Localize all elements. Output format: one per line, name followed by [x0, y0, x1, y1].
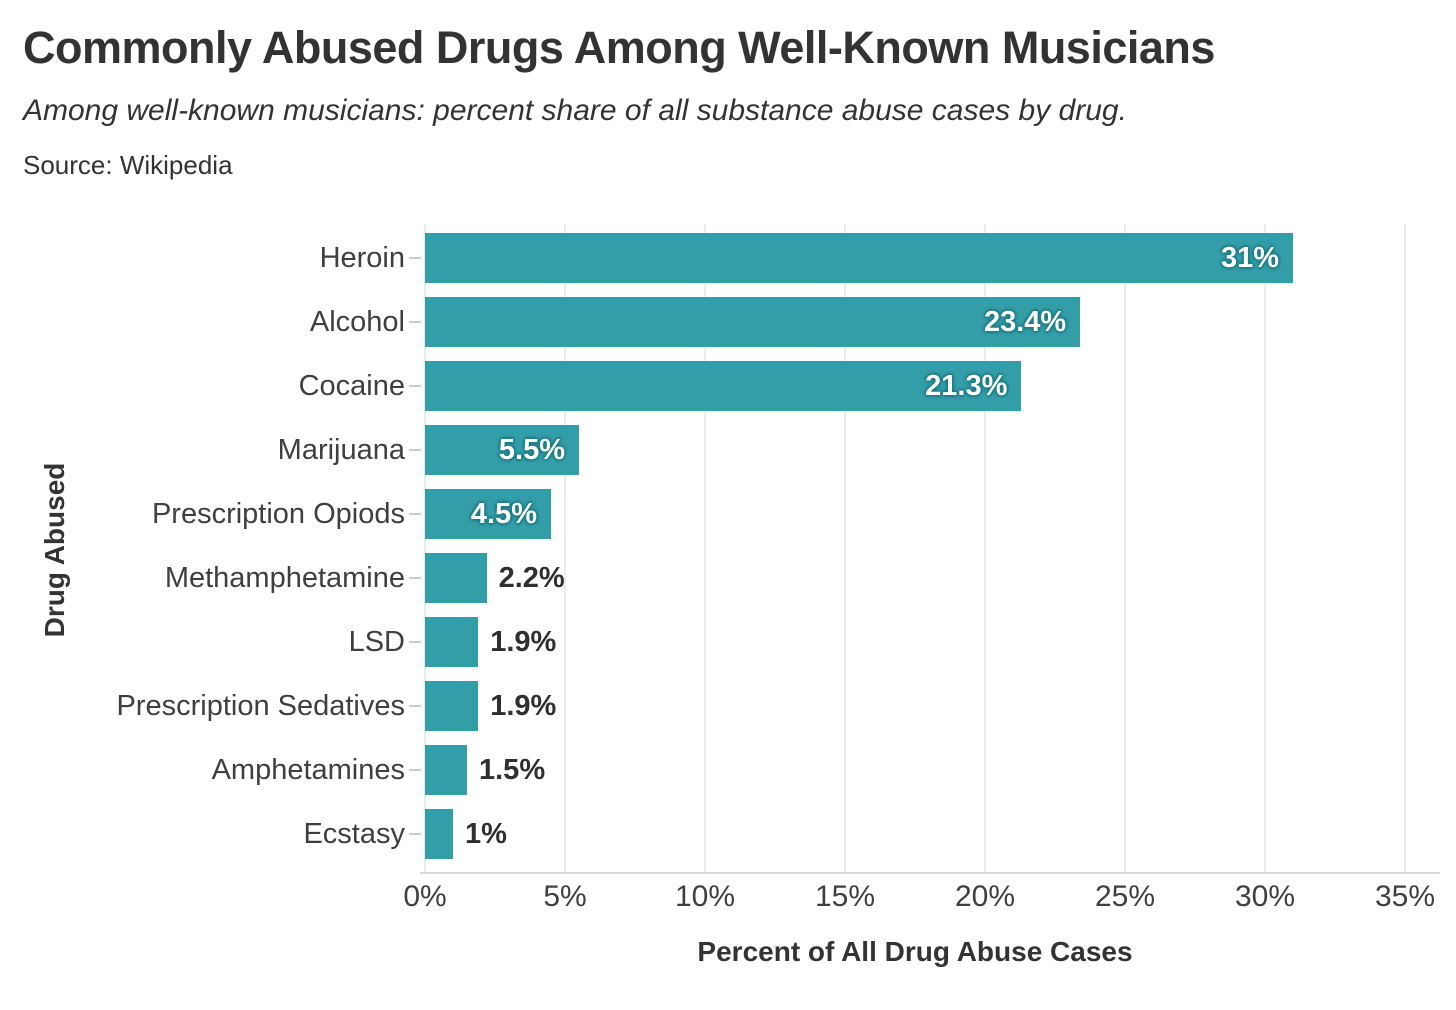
- x-tick-label: 20%: [954, 880, 1016, 913]
- category-label: Methamphetamine: [164, 562, 405, 594]
- category-label: Prescription Sedatives: [116, 690, 405, 722]
- y-tick-mark: [409, 321, 421, 323]
- category-label: Cocaine: [298, 370, 405, 402]
- category-label: Prescription Opiods: [151, 498, 405, 530]
- y-tick-mark: [409, 641, 421, 643]
- y-tick-mark: [409, 833, 421, 835]
- x-axis-line: [420, 872, 1440, 874]
- value-label: 4.5%: [470, 498, 537, 530]
- category-label: LSD: [348, 626, 405, 658]
- x-tick-label: 0%: [403, 880, 447, 913]
- x-tick-label: 5%: [543, 880, 587, 913]
- chart-title: Commonly Abused Drugs Among Well-Known M…: [23, 22, 1215, 73]
- x-tick-label: 35%: [1374, 880, 1436, 913]
- category-label: Heroin: [319, 242, 405, 274]
- gridline-30pct: [1264, 224, 1266, 872]
- y-tick-mark: [409, 769, 421, 771]
- gridline-15pct: [844, 224, 846, 872]
- bar: [425, 489, 551, 539]
- value-label: 1.9%: [490, 690, 557, 722]
- value-label: 1.5%: [479, 754, 546, 786]
- chart-source: Source: Wikipedia: [23, 150, 233, 180]
- gridline-0pct: [424, 224, 426, 872]
- value-label: 21.3%: [925, 370, 1008, 402]
- x-tick-label: 30%: [1234, 880, 1296, 913]
- y-tick-mark: [409, 705, 421, 707]
- y-tick-mark: [409, 513, 421, 515]
- category-label: Alcohol: [309, 306, 405, 338]
- y-tick-mark: [409, 385, 421, 387]
- category-label: Marijuana: [277, 434, 405, 466]
- value-label: 1%: [465, 818, 507, 850]
- gridline-35pct: [1404, 224, 1406, 872]
- bar: [425, 361, 1022, 411]
- gridline-25pct: [1124, 224, 1126, 872]
- value-label: 1.9%: [490, 626, 557, 658]
- x-tick-label: 10%: [674, 880, 736, 913]
- bar: [425, 233, 1293, 283]
- x-tick-label: 25%: [1094, 880, 1156, 913]
- category-label: Amphetamines: [211, 754, 405, 786]
- value-label: 23.4%: [983, 306, 1067, 338]
- category-label: Ecstasy: [303, 818, 405, 850]
- x-axis-title: Percent of All Drug Abuse Cases: [697, 936, 1133, 967]
- bar: [425, 809, 453, 859]
- bar: [425, 297, 1081, 347]
- value-label: 5.5%: [498, 434, 565, 466]
- y-tick-mark: [409, 577, 421, 579]
- bar: [425, 425, 579, 475]
- bar: [425, 745, 467, 795]
- value-label: 31%: [1220, 242, 1279, 274]
- bar: [425, 617, 479, 667]
- y-axis-title: Drug Abused: [39, 462, 70, 638]
- y-tick-mark: [409, 449, 421, 451]
- bar: [425, 681, 479, 731]
- chart-subtitle: Among well-known musicians: percent shar…: [23, 94, 1127, 127]
- value-label: 2.2%: [498, 562, 565, 594]
- gridline-5pct: [564, 224, 566, 872]
- bar: [425, 553, 487, 603]
- y-tick-mark: [409, 257, 421, 259]
- gridline-10pct: [704, 224, 706, 872]
- x-tick-label: 15%: [814, 880, 876, 913]
- gridline-20pct: [984, 224, 986, 872]
